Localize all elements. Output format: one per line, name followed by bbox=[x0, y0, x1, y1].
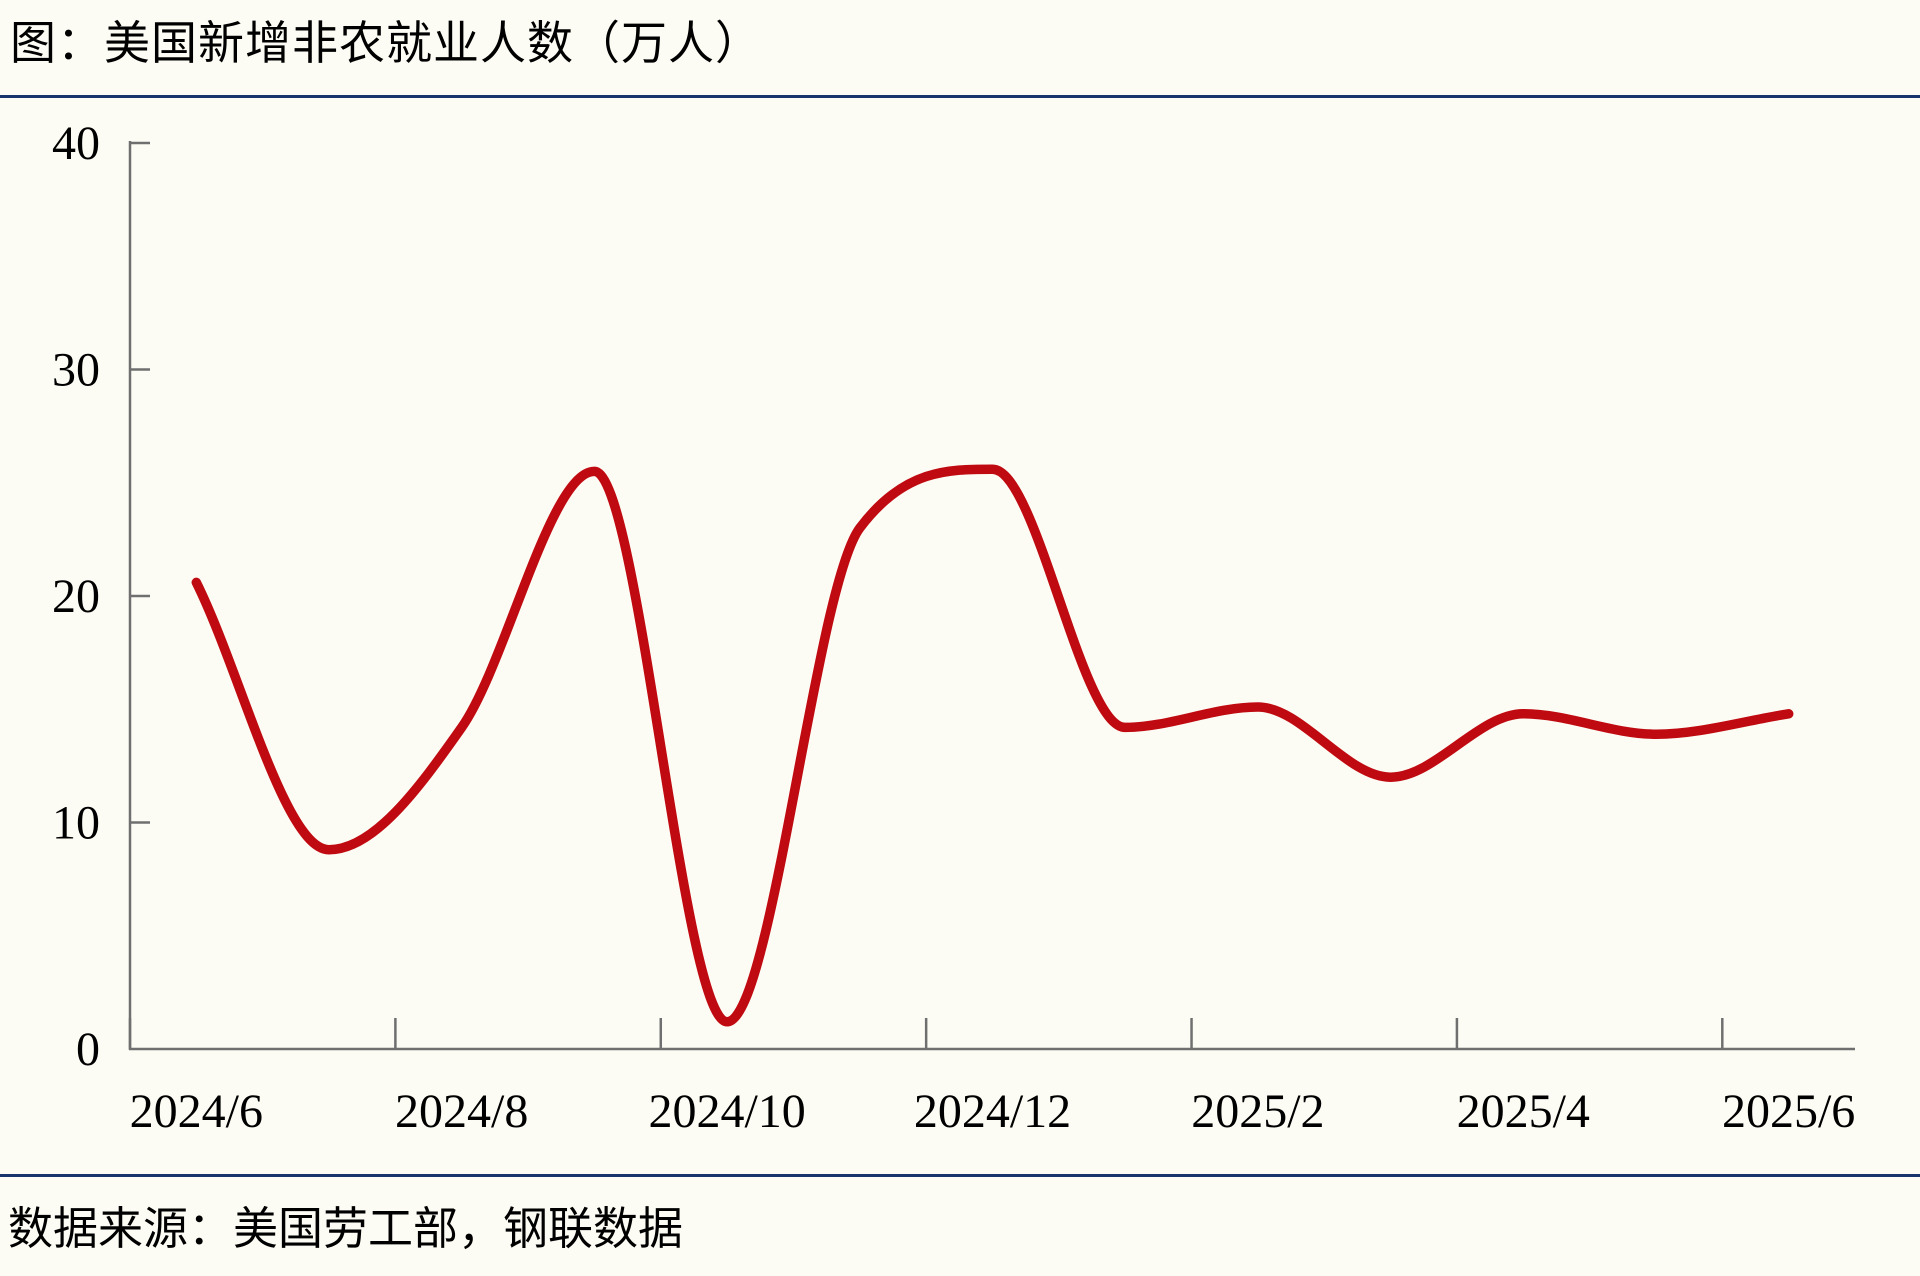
x-tick-label: 2024/12 bbox=[914, 1085, 1071, 1138]
x-tick-label: 2024/10 bbox=[648, 1085, 805, 1138]
source-divider bbox=[0, 1174, 1920, 1177]
title-divider bbox=[0, 95, 1920, 98]
x-tick-label: 2025/4 bbox=[1457, 1085, 1590, 1138]
y-tick-label: 40 bbox=[52, 117, 100, 170]
data-line bbox=[191, 464, 1794, 1027]
series bbox=[191, 464, 1794, 1027]
x-tick-label: 2024/8 bbox=[395, 1085, 528, 1138]
axes: 0 10 20 30 40 2024/6 2024/8 2024/10 2024/12 2025/… bbox=[52, 117, 1855, 1138]
x-tick-label: 2025/2 bbox=[1191, 1085, 1324, 1138]
y-tick-label: 0 bbox=[76, 1023, 100, 1076]
data-source: 数据来源：美国劳工部，钢联数据 bbox=[8, 1204, 684, 1254]
x-tick-label: 2025/6 bbox=[1722, 1085, 1855, 1138]
y-tick-label: 30 bbox=[52, 344, 100, 397]
y-tick-label: 20 bbox=[52, 570, 100, 623]
x-tick-label: 2024/6 bbox=[130, 1085, 263, 1138]
page-title: 图：美国新增非农就业人数（万人） bbox=[10, 18, 762, 69]
y-tick-label: 10 bbox=[52, 797, 100, 850]
